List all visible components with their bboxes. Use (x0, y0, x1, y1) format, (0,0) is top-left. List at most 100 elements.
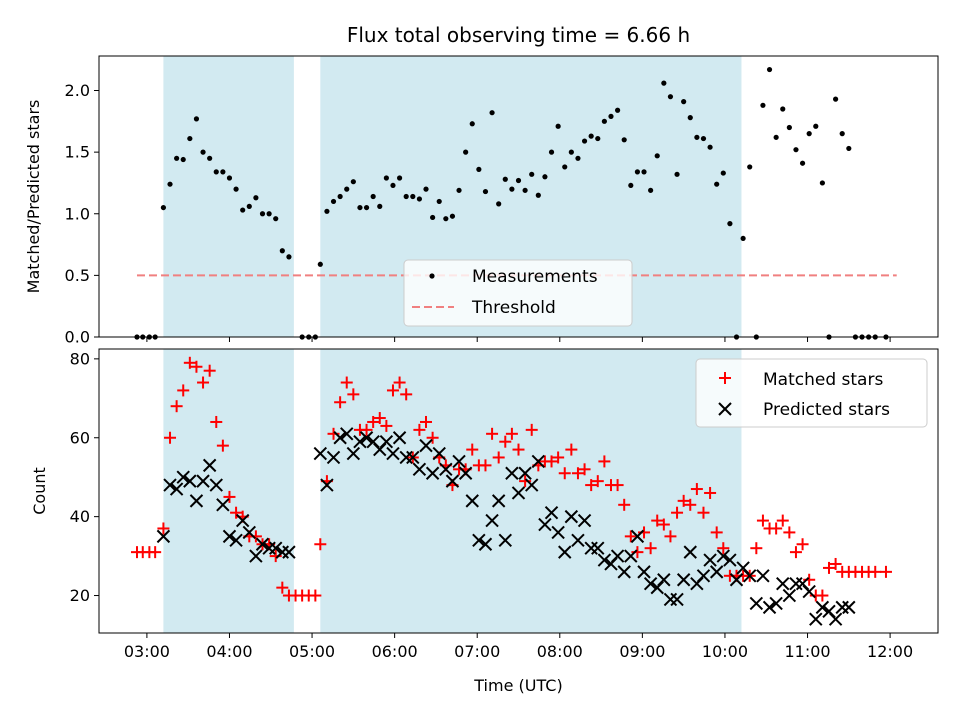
bottom-series-2-point-36 (412, 462, 427, 477)
bottom-series-1-point-36 (360, 423, 373, 436)
bottom-data-marks (130, 356, 892, 626)
bottom-series-1-point-107 (829, 557, 842, 570)
bottom-series-2-point-26 (346, 446, 361, 461)
bottom-series-2-point-12 (229, 533, 243, 548)
bottom-series-2-point-24 (333, 431, 347, 445)
top-series-1-point-93 (747, 164, 753, 170)
bottom-x-tick-label-6: 08:00 (537, 642, 583, 661)
bottom-series-2-point-83 (723, 553, 737, 567)
bottom-series-2-point-33 (392, 431, 407, 445)
bottom-shaded-region-2 (320, 349, 742, 633)
bottom-series-1-point-41 (393, 376, 406, 389)
bottom-series-1-point-33 (340, 376, 353, 389)
bottom-x-tick-label-4: 06:00 (372, 642, 418, 661)
bottom-series-2-point-84 (729, 573, 744, 587)
top-series-1-point-102 (806, 131, 812, 137)
bottom-series-1-point-79 (644, 542, 657, 555)
top-series-1-point-37 (377, 203, 383, 209)
top-series-1-point-87 (707, 144, 713, 150)
top-series-1-point-59 (522, 187, 528, 193)
top-legend: Measurements Threshold (403, 259, 633, 327)
top-series-1-point-12 (207, 155, 213, 161)
bottom-series-2-point-23 (326, 450, 341, 465)
top-series-1-point-48 (449, 213, 456, 219)
bottom-series-1-point-99 (776, 514, 789, 527)
bottom-series-2-point-15 (249, 549, 263, 563)
bottom-series-1-point-11 (197, 376, 210, 389)
bottom-series-2-point-73 (657, 573, 671, 587)
top-series-1-point-81 (667, 94, 674, 100)
top-series-1-point-60 (529, 171, 535, 177)
bottom-series-1-point-61 (525, 423, 538, 436)
bottom-series-1-point-64 (545, 455, 558, 468)
bottom-series-2-point-20 (282, 545, 296, 559)
top-series-1-point-64 (555, 123, 561, 129)
top-series-1-point-13 (213, 169, 219, 175)
bottom-series-2-point-25 (340, 427, 354, 441)
top-series-1-point-6 (167, 181, 173, 187)
bottom-series-1-point-88 (704, 486, 717, 499)
top-series-1-point-86 (700, 135, 707, 142)
bottom-series-1-point-59 (512, 443, 525, 456)
bottom-series-1-point-14 (216, 439, 229, 452)
top-series-1-point-42 (410, 193, 416, 200)
bottom-series-2-point-89 (762, 600, 777, 615)
bottom-series-1-point-96 (756, 514, 769, 527)
top-series-1-point-66 (568, 149, 574, 155)
top-series-1-point-75 (628, 182, 634, 189)
bottom-series-1-point-28 (309, 589, 322, 602)
bottom-series-2-point-57 (551, 525, 565, 540)
bottom-series-2-point-55 (538, 517, 552, 532)
top-series-1-point-85 (694, 134, 700, 140)
top-series-1-point-30 (330, 198, 337, 205)
bottom-y-tick-label-2: 40 (70, 507, 90, 526)
top-series-1-point-41 (403, 193, 409, 200)
bottom-series-1-point-5 (157, 522, 170, 535)
top-y-tick-label-2: 0.5 (65, 266, 90, 285)
bottom-legend-box (695, 358, 928, 428)
top-series-1-point-8 (180, 156, 186, 163)
bottom-shaded-regions (163, 349, 742, 633)
bottom-series-2-point-45 (472, 533, 486, 548)
bottom-series-2-point-6 (189, 494, 204, 508)
bottom-series-2-point-47 (485, 513, 499, 528)
bottom-series-1-point-7 (170, 400, 183, 413)
bottom-series-2-point-53 (525, 478, 539, 492)
bottom-series-1-point-87 (697, 506, 710, 519)
bottom-series-1-point-13 (210, 415, 223, 428)
top-series-1-point-95 (760, 102, 766, 108)
top-series-1-point-45 (430, 214, 436, 221)
top-series-1-point-29 (324, 208, 330, 214)
bottom-series-1-point-74 (611, 479, 624, 492)
top-series-1-point-89 (720, 170, 726, 176)
bottom-x-tick-label-1: 03:00 (124, 642, 170, 661)
bottom-series-1-point-68 (571, 467, 584, 480)
bottom-series-2-point-44 (465, 494, 479, 508)
top-series-1-point-18 (246, 203, 252, 209)
bottom-series-2-point-1 (156, 529, 171, 544)
bottom-series-1-point-54 (479, 459, 492, 472)
top-series-1-point-97 (773, 134, 779, 140)
top-series-1-point-71 (601, 118, 607, 124)
top-series-1-point-99 (786, 124, 792, 131)
top-series-1-point-103 (813, 123, 819, 129)
top-series-1-point-35 (363, 204, 370, 211)
bottom-series-2-point-50 (505, 466, 519, 480)
bottom-series-1-point-4 (149, 546, 162, 559)
top-series-1-point-11 (200, 149, 206, 155)
bottom-series-2-point-13 (235, 513, 250, 528)
top-series-1-point-14 (220, 169, 226, 175)
top-series-1-point-44 (423, 186, 429, 192)
bottom-series-2-point-67 (617, 565, 631, 579)
top-series-1-point-51 (469, 121, 475, 127)
top-series-1-point-80 (661, 80, 667, 86)
bottom-series-2-point-51 (511, 486, 526, 500)
bottom-series-2-point-92 (782, 588, 797, 603)
bottom-x-tick-label-8: 10:00 (702, 642, 748, 661)
bottom-series-2-point-88 (756, 569, 770, 583)
top-series-1-point-62 (542, 174, 548, 180)
top-series-1-point-70 (595, 135, 601, 142)
bottom-series-1-point-58 (505, 427, 518, 440)
bottom-series-1-point-84 (677, 494, 690, 507)
bottom-y-tick-label-3: 60 (70, 428, 90, 447)
